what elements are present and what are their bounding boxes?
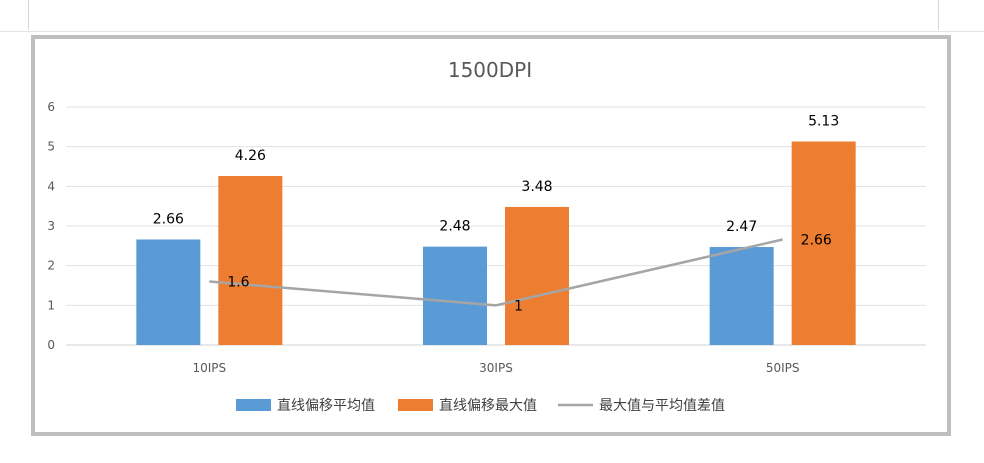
gridlines	[66, 106, 926, 346]
bar-maximum-10IPS	[218, 176, 283, 345]
bar-average-30IPS	[423, 246, 487, 345]
chart-title: 1500DPI	[448, 58, 532, 82]
y-tick-label: 3	[47, 219, 55, 233]
y-tick-label: 2	[47, 259, 55, 273]
margin-mark-right	[938, 0, 939, 30]
bar-average-50IPS	[709, 247, 774, 345]
bar-average-10IPS	[136, 239, 201, 345]
line-data-label: 2.66	[801, 232, 832, 248]
line-series	[209, 238, 783, 307]
difference-line	[209, 238, 783, 307]
x-tick-label: 50IPS	[766, 361, 800, 375]
bar-data-label: 2.47	[726, 219, 757, 235]
data-labels: 2.66 2.48 2.47 4.26 3.48 5.13 1.6 1 2.66	[153, 114, 840, 315]
y-tick-label: 1	[47, 298, 55, 312]
bar-data-label: 3.48	[521, 179, 552, 195]
line-data-label: 1.6	[227, 275, 249, 291]
y-tick-label: 0	[47, 338, 55, 352]
bar-maximum-50IPS	[791, 141, 856, 345]
legend-swatch-average	[236, 399, 271, 411]
y-tick-label: 5	[47, 140, 55, 154]
document-page-edge	[0, 0, 984, 32]
x-tick-label: 10IPS	[192, 361, 226, 375]
y-axis: 0 1 2 3 4 5 6	[47, 100, 55, 352]
bar-data-label: 2.66	[153, 211, 184, 227]
margin-mark-left	[28, 0, 29, 30]
x-tick-label: 30IPS	[479, 361, 513, 375]
legend-swatch-maximum	[398, 399, 433, 411]
legend-label: 最大值与平均值差值	[599, 398, 725, 414]
bar-data-label: 2.48	[439, 219, 470, 235]
y-tick-label: 6	[47, 100, 55, 114]
legend-label: 直线偏移平均值	[277, 397, 375, 414]
bar-maximum-30IPS	[505, 206, 569, 345]
legend: 直线偏移平均值 直线偏移最大值 最大值与平均值差值	[236, 397, 725, 414]
line-data-label: 1	[514, 298, 523, 314]
y-tick-label: 4	[47, 179, 55, 193]
bar-data-label: 4.26	[235, 148, 266, 164]
bars	[136, 141, 856, 345]
legend-label: 直线偏移最大值	[439, 397, 537, 414]
bar-data-label: 5.13	[808, 114, 839, 130]
x-axis: 10IPS 30IPS 50IPS	[192, 361, 799, 375]
